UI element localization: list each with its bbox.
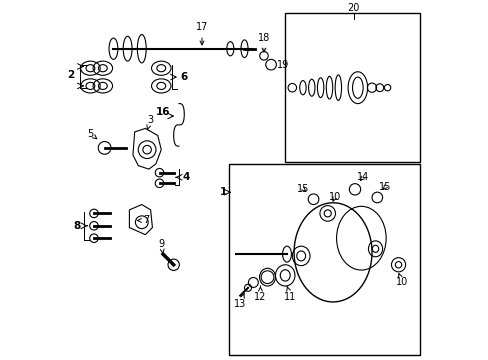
Text: 18: 18	[257, 33, 269, 52]
Text: 20: 20	[346, 3, 359, 13]
Bar	[228, 164, 419, 355]
Text: 17: 17	[195, 22, 208, 45]
Text: 19: 19	[277, 60, 289, 70]
Text: 15: 15	[379, 182, 391, 192]
Text: 3: 3	[146, 114, 153, 130]
Text: 8: 8	[74, 221, 81, 231]
Text: 11: 11	[284, 286, 296, 302]
Text: 16: 16	[156, 108, 170, 117]
Bar	[285, 13, 419, 162]
Text: 2: 2	[67, 70, 75, 80]
Text: 9: 9	[158, 239, 164, 254]
Text: 10: 10	[328, 193, 340, 202]
Text: 1: 1	[219, 187, 226, 197]
Text: 12: 12	[254, 286, 266, 302]
Text: 5: 5	[87, 129, 97, 139]
Text: 15: 15	[296, 184, 308, 194]
Text: 6: 6	[181, 72, 187, 82]
Text: 13: 13	[233, 293, 245, 309]
Text: 7: 7	[137, 216, 149, 225]
Text: 14: 14	[356, 172, 368, 182]
Text: 4: 4	[182, 172, 189, 182]
Text: 10: 10	[395, 274, 407, 288]
